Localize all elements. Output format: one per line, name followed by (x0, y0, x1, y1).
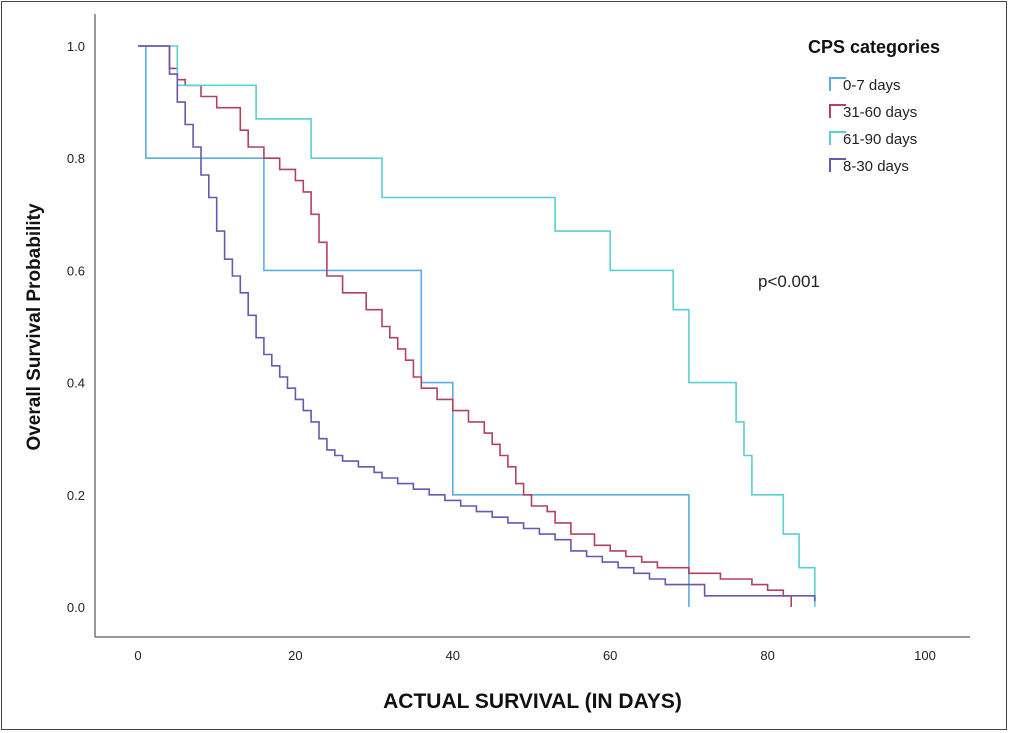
legend: CPS categories 0-7 days 31-60 days 61-90 d… (808, 37, 940, 175)
y-tick-label: 0.6 (67, 263, 85, 278)
legend-entry-label: 8-30 days (843, 158, 909, 175)
x-tick-label: 0 (134, 648, 141, 663)
x-axis-title: ACTUAL SURVIVAL (IN DAYS) (383, 690, 682, 713)
y-axis-title: Overall Survival Probability (24, 203, 45, 451)
plot-axes (94, 14, 970, 638)
x-tick-label: 80 (760, 648, 774, 663)
curve-61-90-days (138, 45, 816, 607)
legend-swatch (829, 104, 846, 118)
legend-title: CPS categories (808, 37, 940, 57)
legend-entry-label: 31-60 days (843, 104, 917, 121)
y-tick-label: 0.0 (67, 600, 85, 615)
x-tick-label: 60 (603, 648, 617, 663)
curve-0-7-days (138, 45, 690, 607)
y-tick-label: 0.2 (67, 488, 85, 503)
survival-curves (138, 45, 816, 607)
curve-31-60-days (138, 45, 792, 607)
y-tick-label: 1.0 (67, 39, 85, 54)
legend-swatch (829, 158, 846, 172)
legend-entry-label: 61-90 days (843, 131, 917, 148)
x-tick-label: 20 (288, 648, 302, 663)
y-tick-label: 0.4 (67, 376, 85, 391)
curve-8-30-days (138, 45, 816, 602)
p-value-annotation: p<0.001 (758, 272, 820, 291)
x-tick-label: 40 (446, 648, 460, 663)
tick-labels: 0 20 40 60 80 100 0.0 0.2 0.4 0.6 0.8 1.0 (67, 39, 936, 663)
legend-swatch (829, 77, 846, 91)
x-tick-label: 100 (914, 648, 936, 663)
legend-entry-label: 0-7 days (843, 77, 901, 94)
y-tick-label: 0.8 (67, 151, 85, 166)
legend-swatch (829, 131, 846, 145)
